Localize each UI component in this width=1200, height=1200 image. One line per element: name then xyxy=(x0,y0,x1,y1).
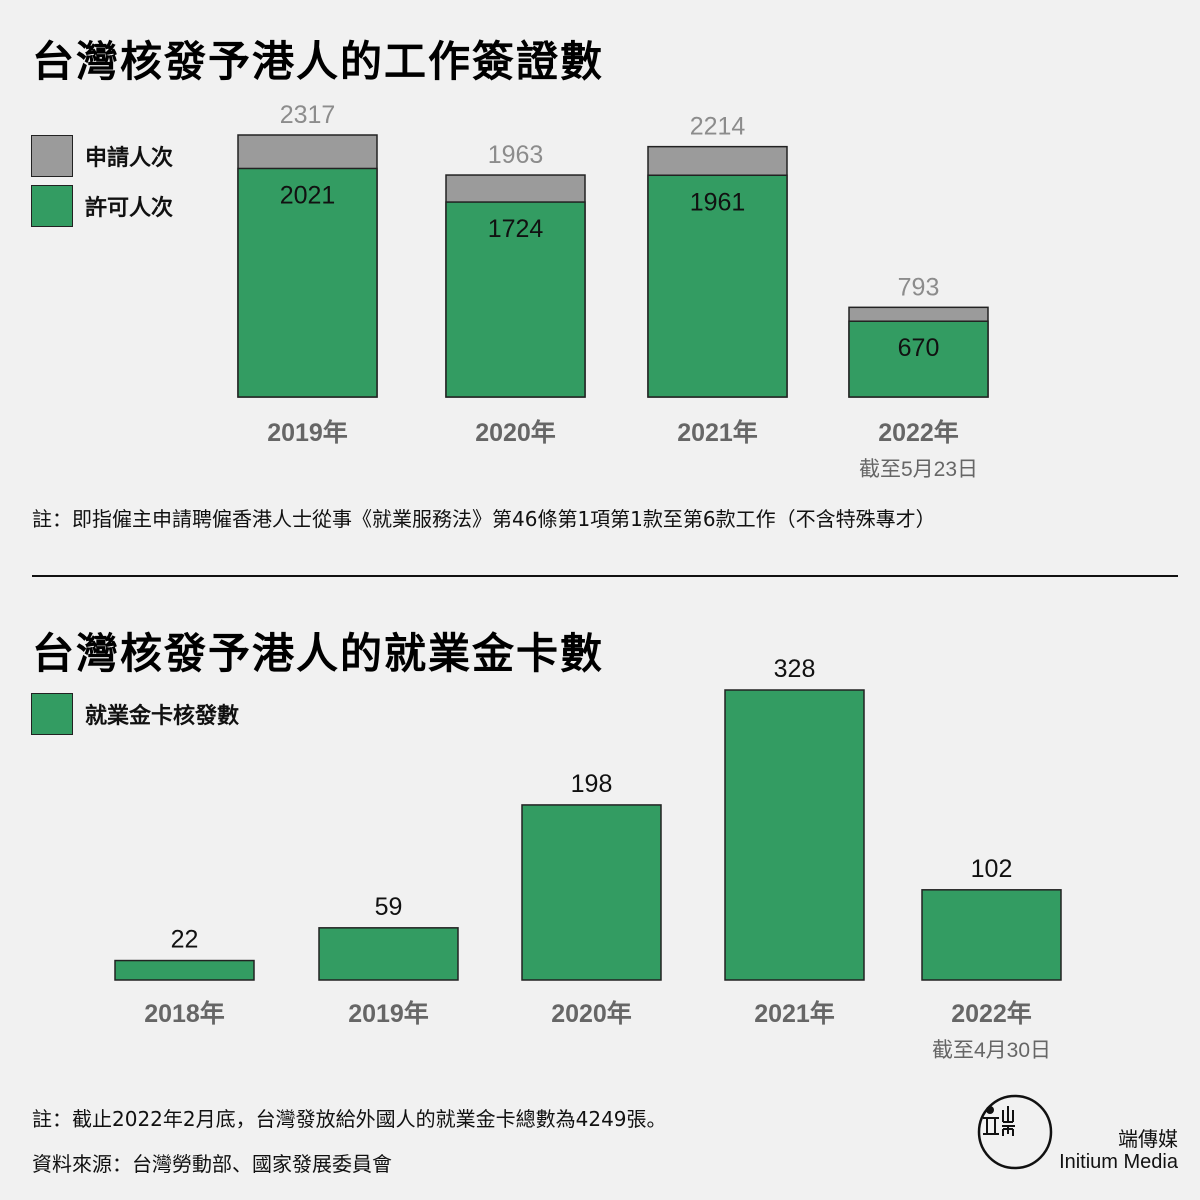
section-divider xyxy=(32,575,1178,577)
x-tick-label-3: 2022年 xyxy=(878,418,959,447)
value-label-applied-0: 2317 xyxy=(280,101,336,129)
bar-gold-card-0 xyxy=(114,959,255,981)
legend-swatch-applied xyxy=(31,135,73,177)
brand-name-cn: 端傳媒 xyxy=(1118,1127,1178,1151)
legend-item-applied: 申請人次 xyxy=(31,135,173,177)
x-tick-label-2: 2021年 xyxy=(677,418,758,447)
legend-label-gold-card: 就業金卡核發數 xyxy=(85,704,240,729)
x2-tick-label-1: 2019年 xyxy=(348,999,429,1028)
chart2-title: 台灣核發予港人的就業金卡數 xyxy=(32,629,605,678)
legend-swatch-approved xyxy=(31,185,73,227)
work-visa-chart: 2317 2021 2019年 1963 1724 2020年 2214 1961 2021年 7… xyxy=(237,101,989,481)
bar-approved-0 xyxy=(237,167,378,398)
value-label-applied-3: 793 xyxy=(898,273,940,301)
value-label-gold-card-1: 59 xyxy=(375,893,403,921)
chart1-title: 台灣核發予港人的工作簽證數 xyxy=(32,37,605,86)
x2-tick-label-3: 2021年 xyxy=(754,999,835,1028)
value-label-approved-3: 670 xyxy=(898,334,940,362)
bar-gold-card-1 xyxy=(318,927,459,981)
x2-tick-label-4: 2022年 xyxy=(951,999,1032,1028)
footer-source: 資料來源：台灣勞動部、國家發展委員會 xyxy=(32,1152,392,1176)
bar-gold-card-2 xyxy=(521,804,662,981)
initium-logo-icon xyxy=(977,1094,1053,1170)
x2-tick-label-2: 2020年 xyxy=(551,999,632,1028)
brand-name-en: Initium Media xyxy=(1059,1151,1178,1173)
x-tick-label-1: 2020年 xyxy=(475,418,556,447)
legend-label-approved: 許可人次 xyxy=(85,196,174,221)
x2-tick-label-0: 2018年 xyxy=(144,999,225,1028)
value-label-approved-0: 2021 xyxy=(280,181,336,209)
value-label-gold-card-4: 102 xyxy=(971,855,1013,883)
x-tick-label-0: 2019年 xyxy=(267,418,348,447)
footer-note: 註：截止2022年2月底，台灣發放給外國人的就業金卡總數為4249張。 xyxy=(32,1107,667,1131)
x-tick-note-3: 截至5月23日 xyxy=(859,458,978,481)
bar-approved-2 xyxy=(647,174,788,398)
bar-gold-card-3 xyxy=(724,689,865,981)
bar-approved-1 xyxy=(445,201,586,398)
bar-gold-card-4 xyxy=(921,889,1062,981)
value-label-gold-card-2: 198 xyxy=(571,770,613,798)
value-label-approved-1: 1724 xyxy=(488,215,544,243)
legend-item-approved: 許可人次 xyxy=(31,185,173,227)
legend-label-applied: 申請人次 xyxy=(85,146,174,171)
value-label-approved-2: 1961 xyxy=(690,188,746,216)
x2-tick-note-4: 截至4月30日 xyxy=(932,1039,1051,1062)
legend-item-gold-card: 就業金卡核發數 xyxy=(31,693,239,735)
value-label-applied-1: 1963 xyxy=(488,141,544,169)
value-label-gold-card-0: 22 xyxy=(171,926,199,954)
value-label-applied-2: 2214 xyxy=(690,113,746,141)
bar-approved-3 xyxy=(848,320,989,398)
chart1-note: 註：即指僱主申請聘僱香港人士從事《就業服務法》第46條第1項第1款至第6款工作（… xyxy=(32,507,936,531)
legend-swatch-gold-card xyxy=(31,693,73,735)
gold-card-chart: 22 2018年 59 2019年 198 2020年 328 2021年 102 2022年截至… xyxy=(114,655,1062,1062)
value-label-gold-card-3: 328 xyxy=(774,655,816,683)
